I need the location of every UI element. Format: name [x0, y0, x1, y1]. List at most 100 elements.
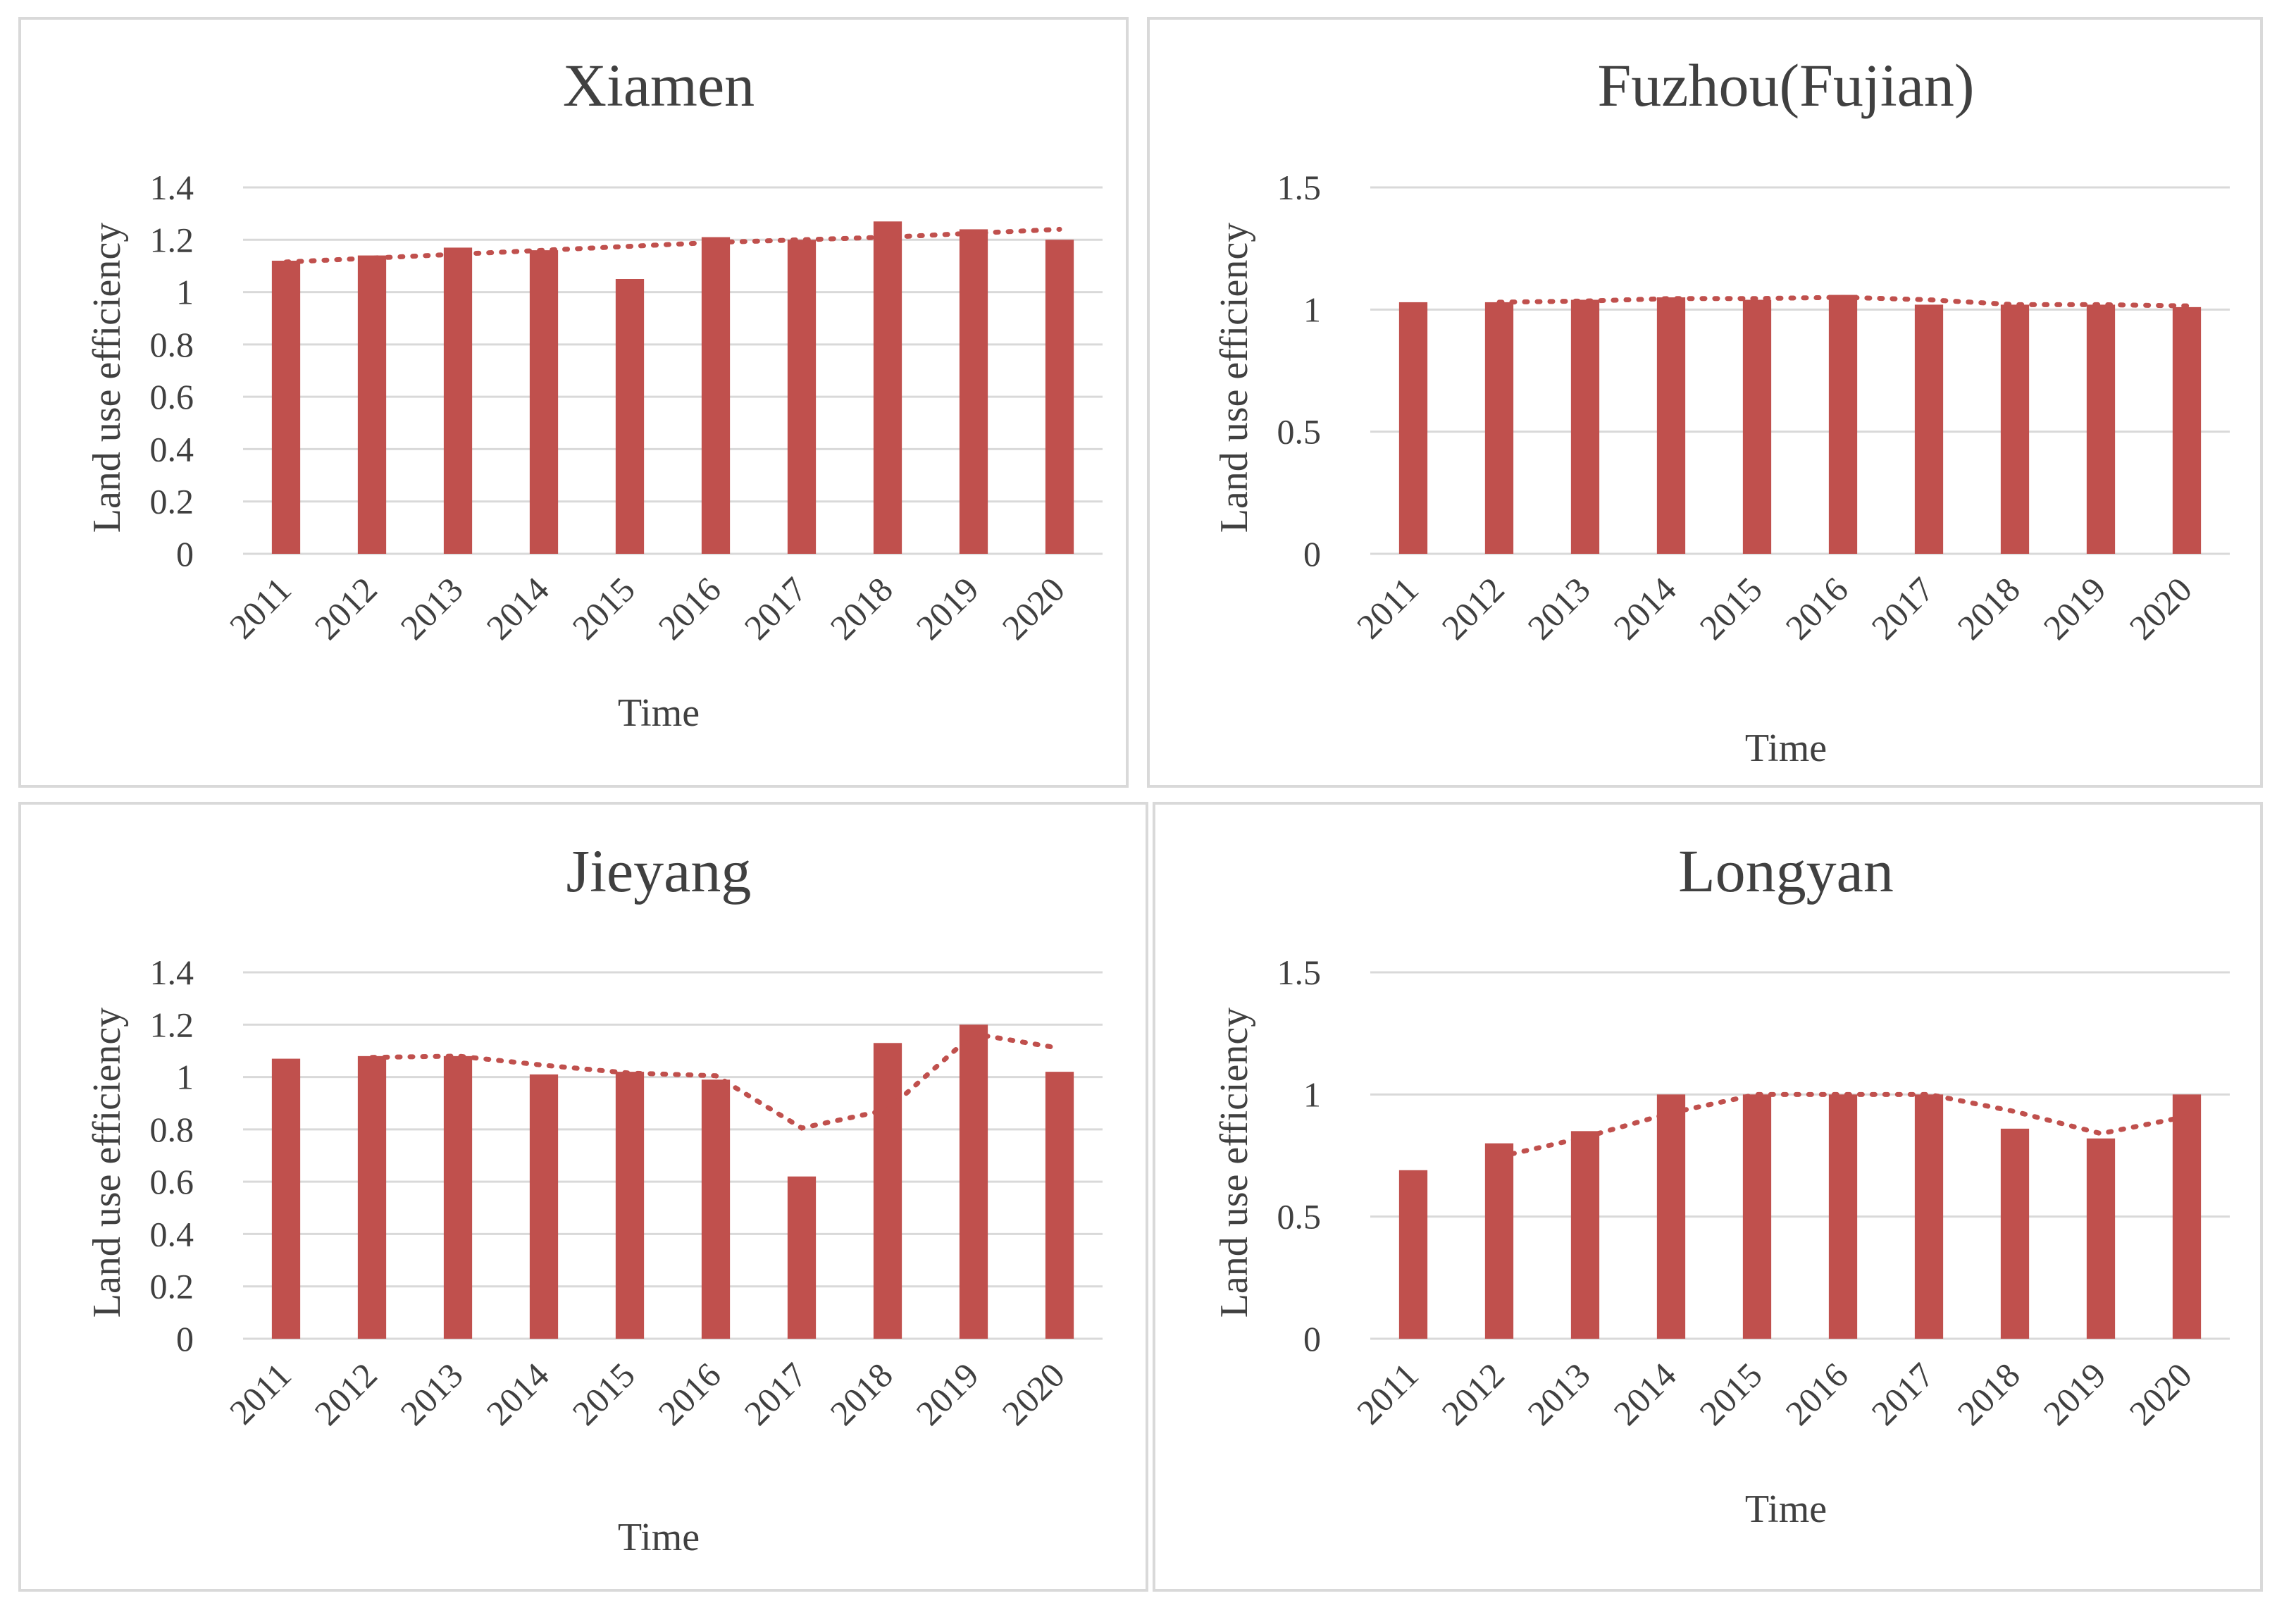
y-tick-label: 0.5 [1277, 1197, 1322, 1237]
y-tick-label: 1.5 [1277, 168, 1322, 207]
y-tick-label: 1.4 [150, 953, 194, 992]
x-tick-label: 2014 [478, 569, 556, 647]
x-tick-label: 2011 [1349, 569, 1426, 646]
y-axis-title: Land use efficiency [85, 1008, 129, 1318]
x-tick-label: 2013 [392, 1355, 470, 1432]
bar-2014 [529, 250, 559, 554]
bar-2017 [787, 240, 817, 554]
x-tick-label: 2019 [2035, 569, 2113, 647]
y-tick-label: 1.2 [150, 220, 194, 259]
bar-2017 [1914, 1094, 1944, 1339]
bar-2014 [529, 1074, 559, 1339]
bar-2017 [787, 1176, 817, 1339]
x-axis-title: Time [1745, 726, 1827, 770]
x-tick-label: 2018 [1949, 1355, 2027, 1432]
bar-2014 [1656, 297, 1686, 554]
y-axis-title: Land use efficiency [1212, 223, 1256, 533]
y-tick-label: 1 [1303, 290, 1321, 329]
bar-2013 [1570, 1131, 1600, 1339]
x-tick-label: 2017 [1863, 569, 1941, 647]
bar-2018 [2000, 304, 2030, 554]
bar-2020 [2172, 1094, 2202, 1339]
chart-title: Fuzhou(Fujian) [1597, 51, 1974, 119]
bar-2015 [615, 1072, 645, 1339]
x-tick-label: 2017 [736, 1355, 814, 1432]
bar-2011 [271, 261, 301, 554]
y-tick-label: 1.4 [150, 168, 194, 207]
chart-title: Longyan [1678, 837, 1894, 905]
x-tick-label: 2020 [2121, 569, 2199, 647]
bar-2016 [1828, 295, 1858, 554]
bar-2016 [1828, 1094, 1858, 1339]
bar-2013 [443, 247, 473, 554]
bar-2013 [443, 1055, 473, 1339]
x-tick-label: 2014 [478, 1355, 556, 1432]
y-tick-label: 1.2 [150, 1005, 194, 1044]
x-tick-label: 2019 [2035, 1355, 2113, 1432]
x-tick-label: 2017 [736, 569, 814, 647]
bar-2011 [1398, 302, 1428, 554]
x-tick-label: 2017 [1863, 1355, 1941, 1432]
y-tick-label: 0.6 [150, 377, 194, 416]
bar-2011 [1398, 1170, 1428, 1339]
panel-border [1153, 802, 2263, 1592]
x-tick-label: 2015 [564, 569, 642, 647]
y-tick-label: 0 [176, 534, 194, 574]
bar-2018 [873, 221, 902, 554]
y-tick-label: 0 [1303, 1319, 1321, 1358]
panel-border [1147, 17, 2263, 788]
x-tick-label: 2016 [650, 1355, 728, 1432]
y-tick-label: 0.5 [1277, 412, 1322, 452]
bar-2020 [1045, 1072, 1074, 1339]
x-axis-title: Time [1745, 1487, 1827, 1531]
x-tick-label: 2011 [222, 569, 299, 646]
bar-2018 [873, 1043, 902, 1339]
x-tick-label: 2012 [1434, 1355, 1511, 1432]
trendline [369, 1031, 1062, 1131]
bar-2011 [271, 1058, 301, 1339]
bar-2012 [1484, 302, 1514, 554]
x-tick-label: 2015 [1692, 1355, 1769, 1432]
x-axis-title: Time [618, 691, 700, 735]
panel-border [18, 802, 1148, 1592]
bar-2013 [1570, 299, 1600, 554]
y-tick-label: 1 [176, 273, 194, 312]
x-tick-label: 2012 [306, 1355, 384, 1432]
x-tick-label: 2020 [994, 1355, 1072, 1432]
x-tick-label: 2014 [1606, 569, 1683, 647]
y-tick-label: 1 [1303, 1075, 1321, 1114]
y-axis-title: Land use efficiency [85, 223, 129, 533]
bar-2015 [615, 279, 645, 554]
x-tick-label: 2015 [1692, 569, 1769, 647]
x-tick-label: 2012 [306, 569, 384, 647]
bar-2020 [1045, 240, 1074, 554]
x-tick-label: 2018 [822, 1355, 900, 1432]
panel-border [18, 17, 1129, 788]
bar-2016 [701, 1079, 731, 1339]
trendline [1496, 1091, 2190, 1160]
trendline [1496, 295, 2190, 309]
y-tick-label: 1 [176, 1058, 194, 1097]
x-tick-label: 2013 [1520, 1355, 1597, 1432]
bar-2019 [2086, 1138, 2116, 1339]
x-tick-label: 2018 [1949, 569, 2027, 647]
bar-2019 [2086, 304, 2116, 554]
bar-2015 [1742, 299, 1772, 554]
bar-2017 [1914, 304, 1944, 554]
x-tick-label: 2011 [1349, 1355, 1426, 1432]
x-tick-label: 2019 [908, 1355, 986, 1432]
bar-2018 [2000, 1128, 2030, 1339]
bar-2012 [1484, 1143, 1514, 1339]
y-axis-title: Land use efficiency [1212, 1008, 1256, 1318]
x-tick-label: 2020 [2121, 1355, 2199, 1432]
y-tick-label: 0 [1303, 534, 1321, 574]
y-tick-label: 0.8 [150, 1110, 194, 1149]
bar-2020 [2172, 306, 2202, 554]
bar-2014 [1656, 1094, 1686, 1339]
x-tick-label: 2020 [994, 569, 1072, 647]
x-tick-label: 2016 [650, 569, 728, 647]
x-tick-label: 2012 [1434, 569, 1511, 647]
